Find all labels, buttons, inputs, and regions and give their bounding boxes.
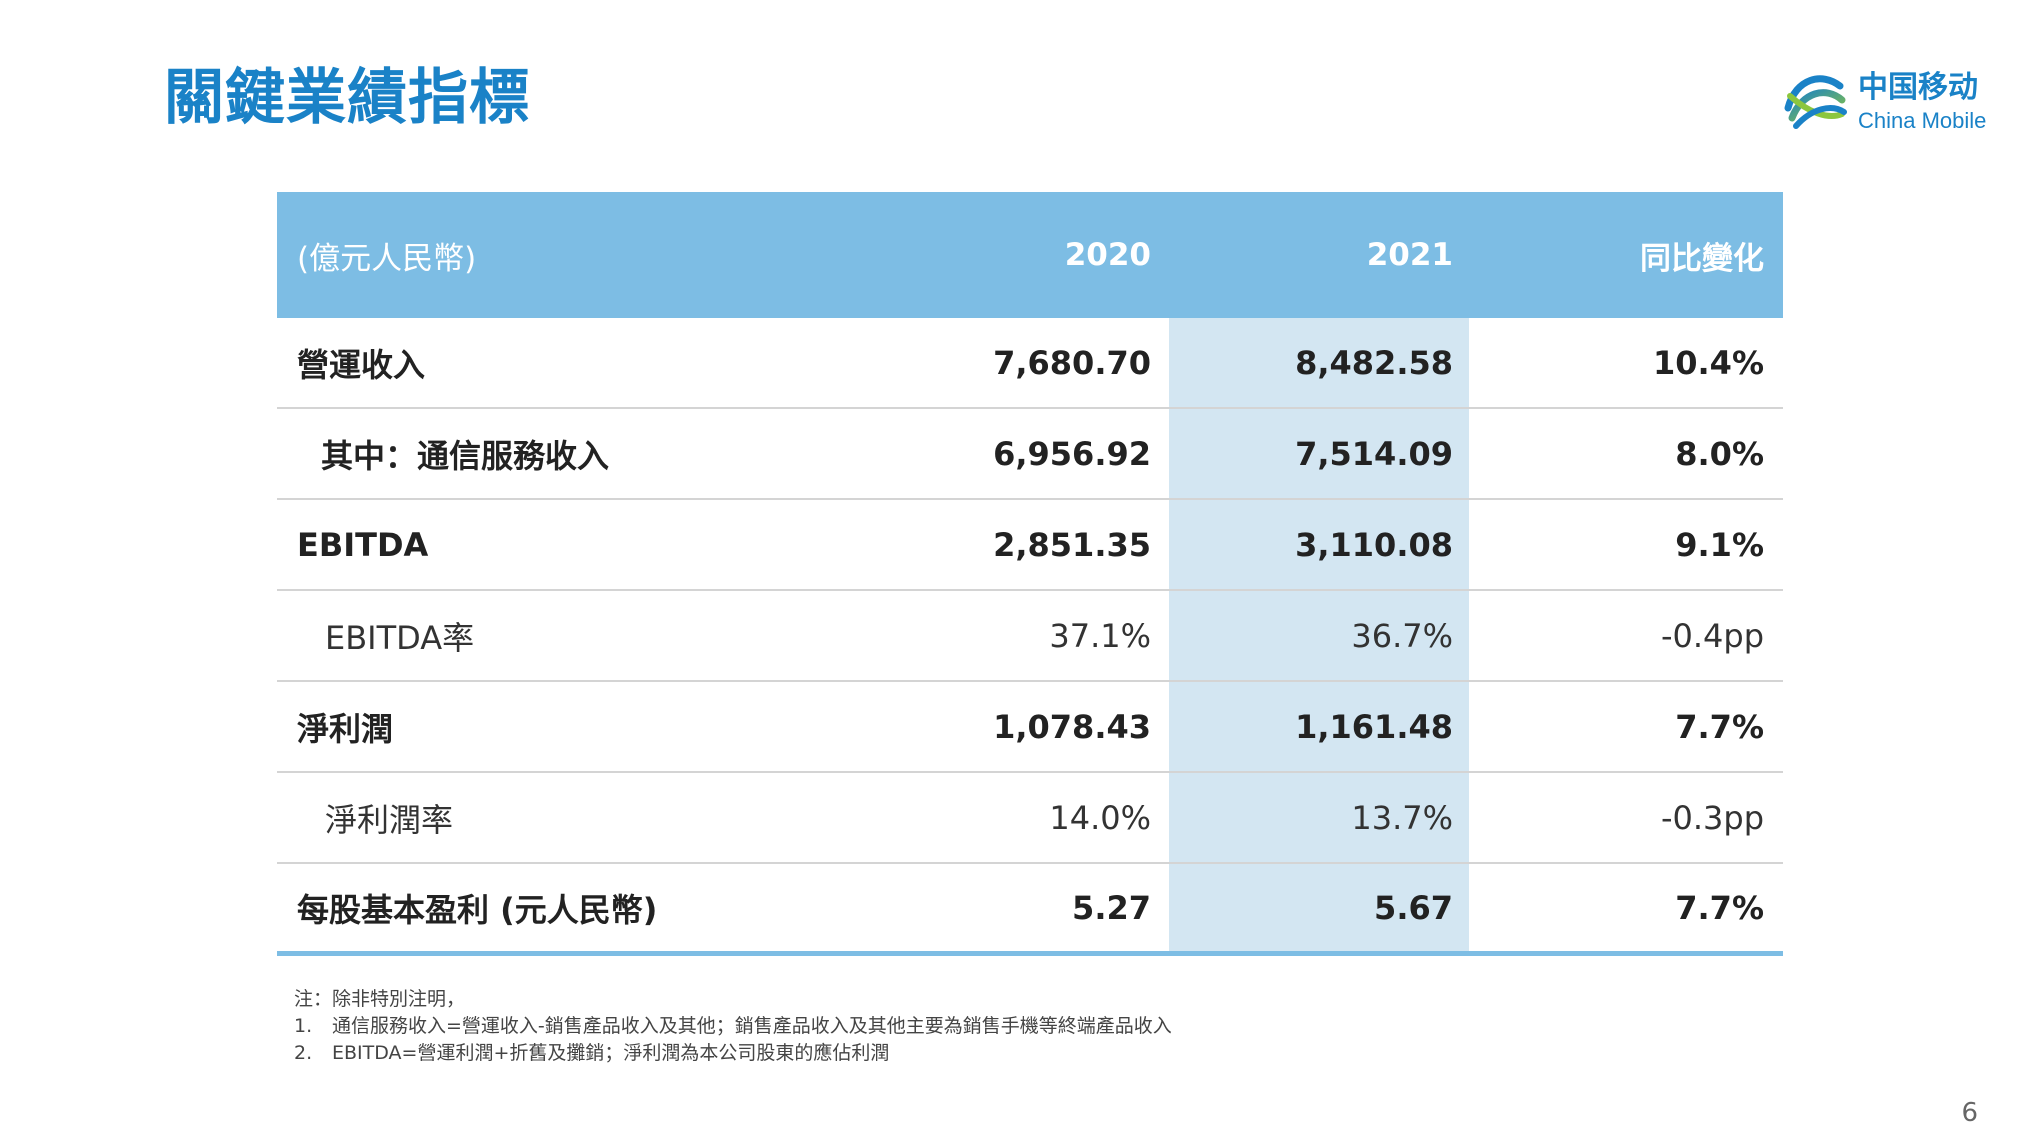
table-row-telecom-service-revenue: 其中：通信服務收入 6,956.92 7,514.09 8.0% [277, 409, 1783, 500]
table-row-ebitda-margin: EBITDA率 37.1% 36.7% -0.4pp [277, 591, 1783, 682]
header-2021: 2021 [1366, 237, 1453, 273]
value-2020: 37.1% [1049, 616, 1151, 655]
footnote-item: 2. EBITDA=營運利潤+折舊及攤銷；淨利潤為本公司股東的應佔利潤 [294, 1040, 1172, 1067]
logo-text-cn: 中国移动 [1858, 70, 1978, 105]
row-label: EBITDA率 [325, 618, 475, 657]
row-label: EBITDA [297, 525, 429, 564]
footnotes: 注：除非特別注明， 1. 通信服務收入=營運收入-銷售產品收入及其他；銷售產品收入… [294, 986, 1172, 1067]
table-header-row: (億元人民幣) 2020 2021 同比變化 [277, 192, 1783, 318]
value-yoy: 8.0% [1675, 434, 1764, 473]
header-yoy: 同比變化 [1640, 240, 1764, 277]
table-row-operating-revenue: 營運收入 7,680.70 8,482.58 10.4% [277, 318, 1783, 409]
table-row-net-profit: 淨利潤 1,078.43 1,161.48 7.7% [277, 682, 1783, 773]
footnote-intro: 注：除非特別注明， [294, 988, 466, 1010]
value-2021: 13.7% [1351, 798, 1453, 837]
row-label: 營運收入 [297, 345, 426, 384]
value-yoy: -0.4pp [1660, 616, 1764, 655]
footnote-text: EBITDA=營運利潤+折舊及攤銷；淨利潤為本公司股東的應佔利潤 [332, 1042, 890, 1064]
table-body: 營運收入 7,680.70 8,482.58 10.4% 其中：通信服務收入 6… [277, 318, 1783, 956]
value-yoy: 7.7% [1675, 888, 1764, 927]
table-row-net-profit-margin: 淨利潤率 14.0% 13.7% -0.3pp [277, 773, 1783, 864]
table-row-ebitda: EBITDA 2,851.35 3,110.08 9.1% [277, 500, 1783, 591]
value-2020: 14.0% [1049, 798, 1151, 837]
kpi-table: (億元人民幣) 2020 2021 同比變化 營運收入 7,680.70 8,4… [277, 192, 1783, 956]
footnote-text: 通信服務收入=營運收入-銷售產品收入及其他；銷售產品收入及其他主要為銷售手機等終… [332, 1015, 1172, 1037]
value-2020: 1,078.43 [993, 707, 1151, 746]
row-label: 每股基本盈利 (元人民幣) [297, 890, 658, 929]
china-mobile-logo-icon [1784, 75, 1847, 129]
value-2021: 3,110.08 [1295, 525, 1453, 564]
value-2021: 7,514.09 [1295, 434, 1453, 473]
header-2020: 2020 [1064, 237, 1151, 273]
value-yoy: 9.1% [1675, 525, 1764, 564]
footnote-item: 1. 通信服務收入=營運收入-銷售產品收入及其他；銷售產品收入及其他主要為銷售手機… [294, 1013, 1172, 1040]
value-2020: 6,956.92 [993, 434, 1151, 473]
value-yoy: -0.3pp [1660, 798, 1764, 837]
value-2021: 8,482.58 [1295, 343, 1453, 382]
page-title: 關鍵業績指標 [164, 63, 530, 133]
value-2021: 1,161.48 [1295, 707, 1453, 746]
value-2020: 7,680.70 [993, 343, 1151, 382]
logo: 中国移动 China Mobile [1782, 68, 1992, 138]
footnote-number: 1. [294, 1015, 313, 1037]
value-yoy: 7.7% [1675, 707, 1764, 746]
page-number: 6 [1961, 1098, 1978, 1128]
row-label: 淨利潤率 [325, 800, 454, 839]
value-2020: 5.27 [1072, 888, 1151, 927]
table-row-basic-eps: 每股基本盈利 (元人民幣) 5.27 5.67 7.7% [277, 864, 1783, 956]
logo-text-en: China Mobile [1858, 108, 1987, 133]
value-yoy: 10.4% [1652, 343, 1764, 382]
header-unit: (億元人民幣) [297, 240, 477, 277]
highlight-column-2021 [1169, 318, 1469, 956]
row-label: 其中：通信服務收入 [321, 436, 610, 475]
row-label: 淨利潤 [297, 709, 394, 748]
value-2021: 5.67 [1374, 888, 1453, 927]
footnote-number: 2. [294, 1042, 313, 1064]
value-2021: 36.7% [1351, 616, 1453, 655]
value-2020: 2,851.35 [993, 525, 1151, 564]
